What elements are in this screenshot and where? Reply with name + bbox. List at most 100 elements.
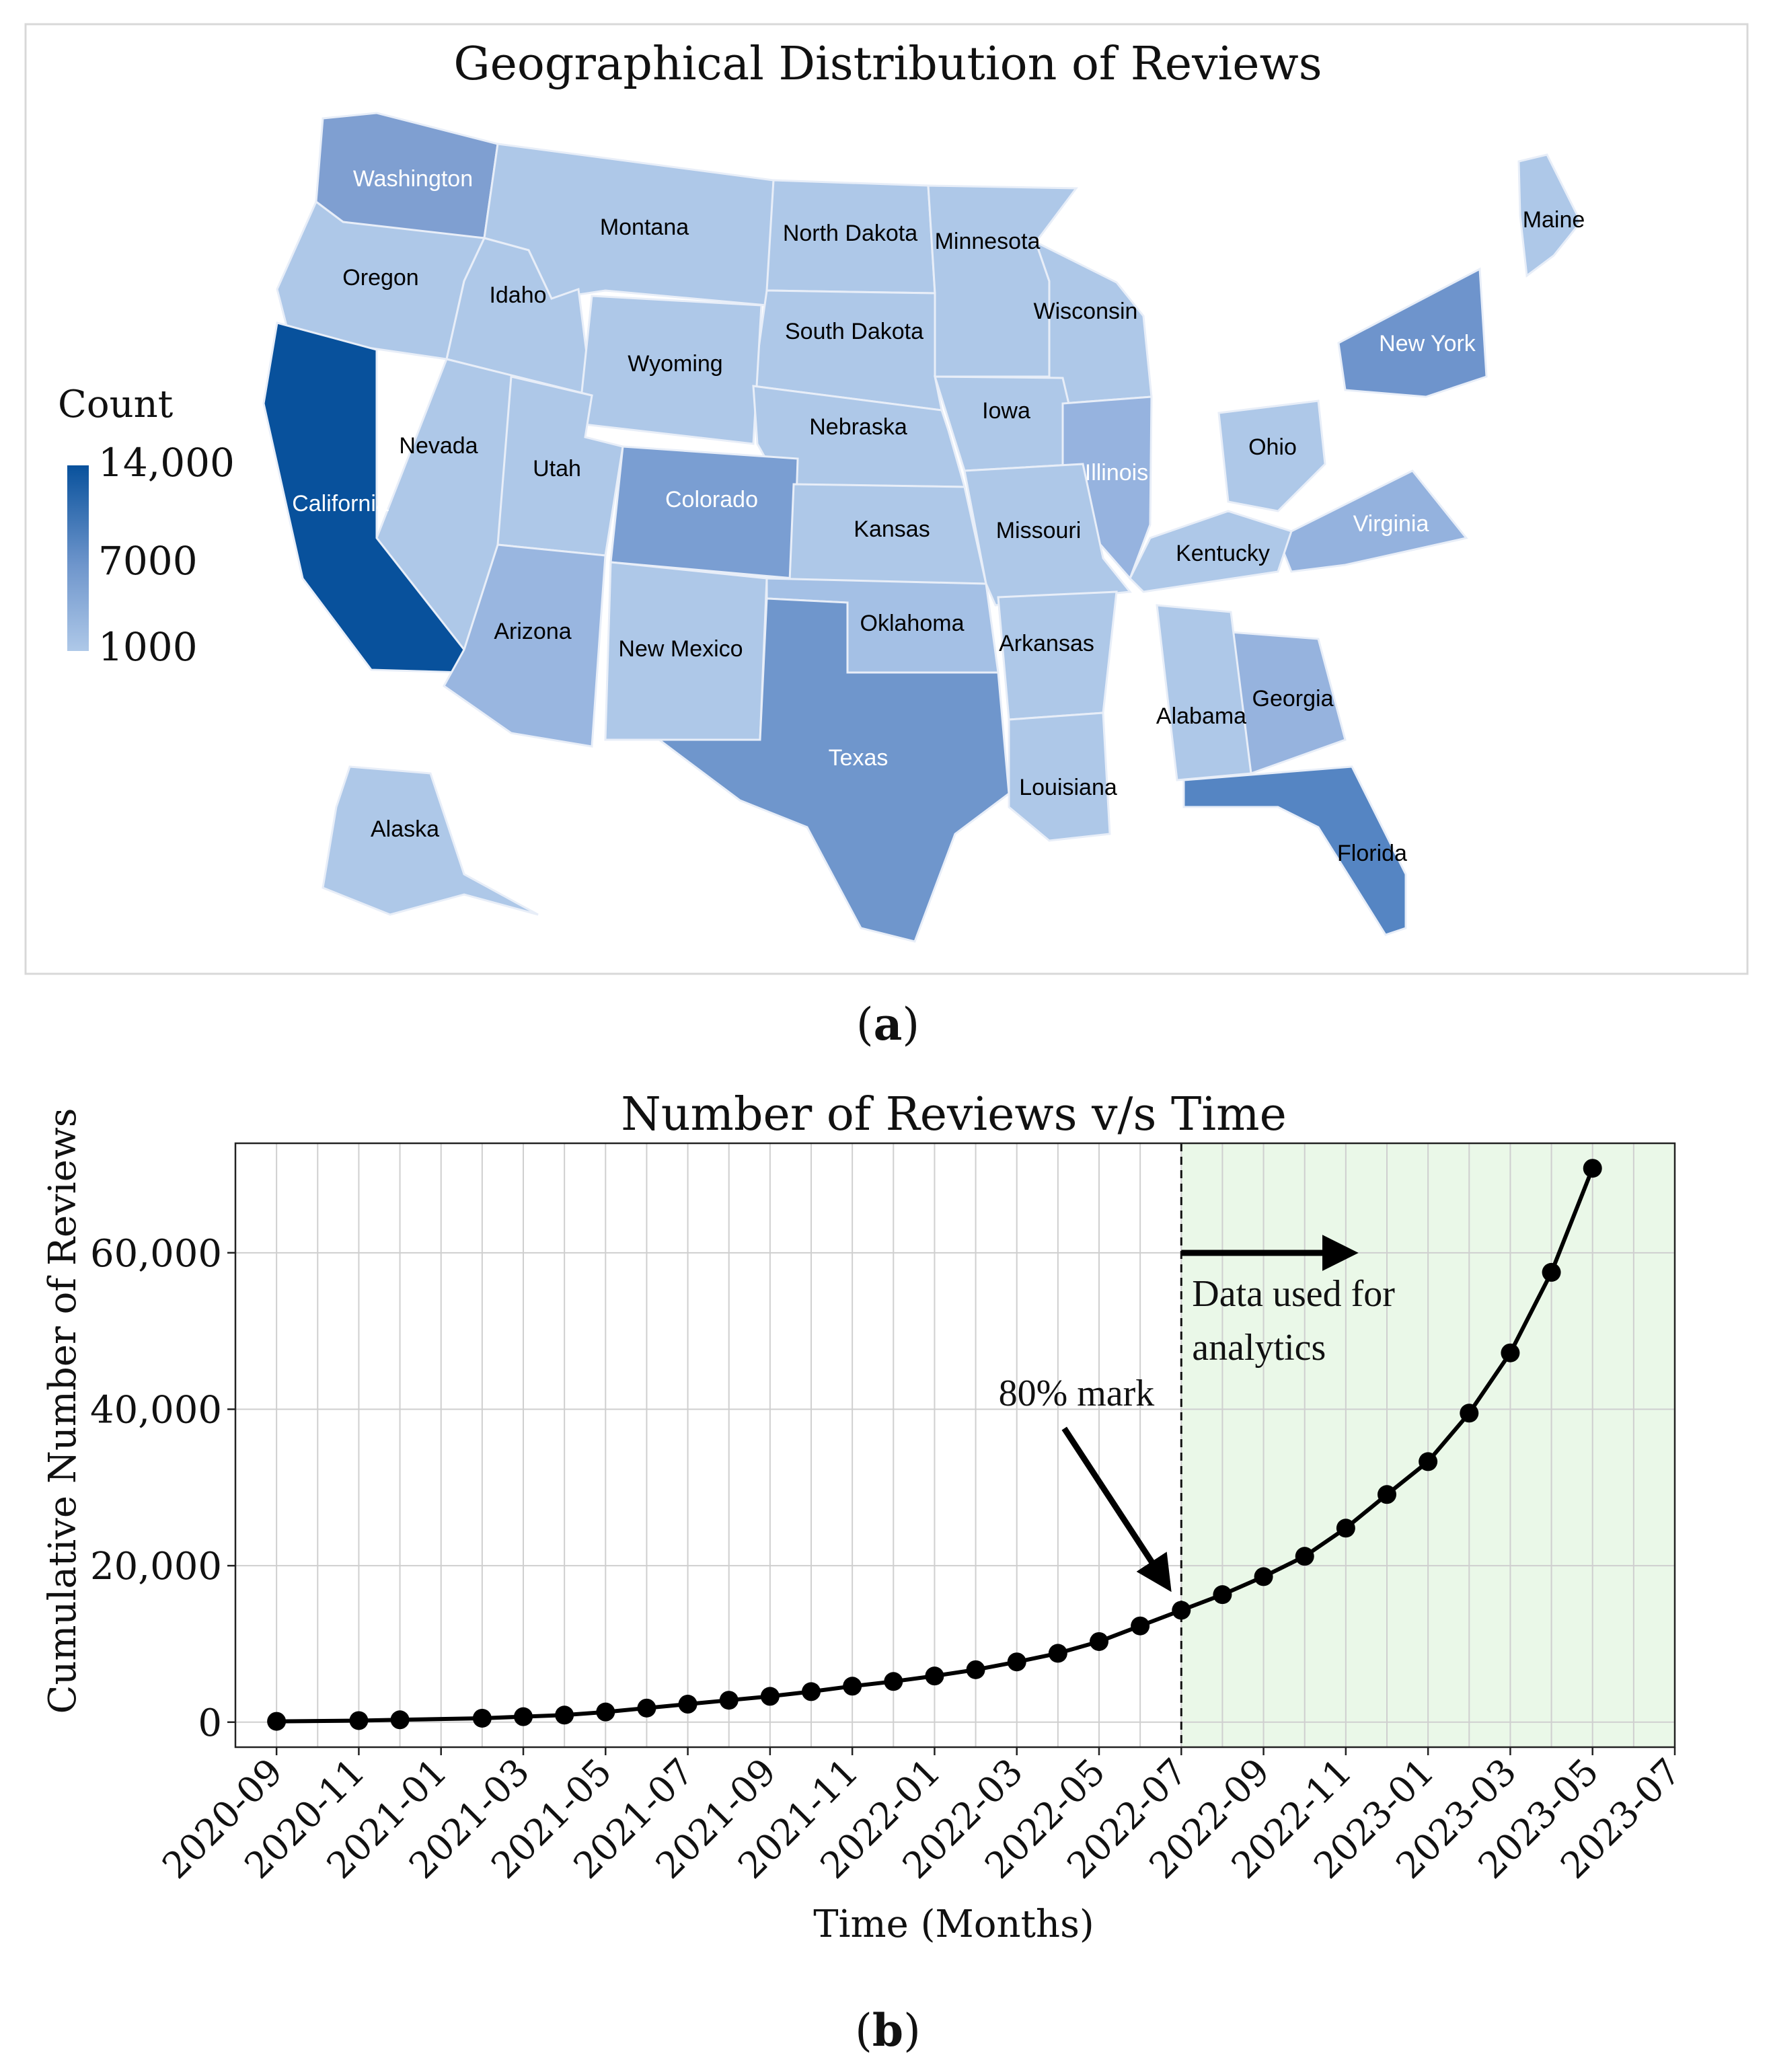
colorbar-tick-mid: 7000 bbox=[98, 538, 198, 584]
state-label-washington: Washington bbox=[353, 166, 473, 192]
state-label-north-dakota: North Dakota bbox=[783, 221, 917, 246]
caption-a: (a) bbox=[856, 998, 919, 1050]
data-point bbox=[267, 1712, 287, 1731]
state-label-new-mexico: New Mexico bbox=[618, 636, 743, 662]
data-point bbox=[1172, 1601, 1191, 1620]
data-point bbox=[925, 1666, 944, 1686]
series-cumulative-reviews bbox=[267, 1159, 1602, 1731]
data-point bbox=[472, 1708, 492, 1728]
state-idaho bbox=[445, 237, 593, 397]
y-tick-label: 0 bbox=[198, 1701, 222, 1745]
data-point bbox=[719, 1691, 739, 1710]
state-label-kansas: Kansas bbox=[854, 516, 930, 542]
state-alabama bbox=[1156, 604, 1252, 781]
chart-title: Number of Reviews v/s Time bbox=[621, 1088, 1287, 1141]
data-point bbox=[802, 1682, 821, 1701]
data-point bbox=[1419, 1452, 1438, 1471]
state-shapes bbox=[262, 112, 1582, 943]
state-label-california: California bbox=[292, 491, 389, 516]
data-point bbox=[678, 1695, 697, 1714]
y-tick-label: 40,000 bbox=[90, 1388, 222, 1432]
state-label-nevada: Nevada bbox=[399, 433, 478, 459]
map-title: Geographical Distribution of Reviews bbox=[453, 38, 1322, 91]
state-labels: Washington Oregon Montana Idaho North Dakota… bbox=[292, 166, 1585, 866]
state-label-new-york: New York bbox=[1379, 331, 1476, 356]
x-ticks: 2020-092020-112021-012021-032021-052021-… bbox=[154, 1747, 1689, 1887]
y-tick-label: 60,000 bbox=[90, 1232, 222, 1276]
colorbar-gradient bbox=[67, 465, 89, 651]
state-alaska bbox=[322, 765, 539, 916]
state-label-oregon: Oregon bbox=[342, 265, 418, 291]
state-label-texas: Texas bbox=[829, 745, 889, 771]
panel-a-map: Geographical Distribution of Reviews Cou… bbox=[24, 23, 1749, 1050]
state-label-georgia: Georgia bbox=[1252, 686, 1334, 712]
state-texas bbox=[656, 597, 1010, 943]
data-point bbox=[1007, 1652, 1026, 1672]
data-point bbox=[1213, 1585, 1232, 1605]
y-tick-label: 20,000 bbox=[90, 1545, 222, 1588]
state-florida bbox=[1182, 765, 1407, 936]
state-colorado bbox=[609, 445, 799, 580]
data-point bbox=[760, 1687, 780, 1706]
colorbar-tick-max: 14,000 bbox=[98, 440, 235, 486]
colorbar-title: Count bbox=[58, 383, 174, 426]
state-label-oklahoma: Oklahoma bbox=[860, 611, 965, 636]
data-point bbox=[884, 1672, 903, 1691]
state-louisiana bbox=[1008, 712, 1111, 842]
data-point bbox=[1254, 1567, 1273, 1586]
state-label-illinois: Illinois bbox=[1085, 460, 1148, 486]
mark-arrow bbox=[1061, 1426, 1172, 1593]
data-point bbox=[1460, 1404, 1479, 1423]
state-label-kentucky: Kentucky bbox=[1176, 541, 1270, 566]
plot-frame bbox=[234, 1142, 1676, 1749]
state-label-virginia: Virginia bbox=[1353, 511, 1429, 537]
state-label-missouri: Missouri bbox=[996, 518, 1082, 543]
state-label-ohio: Ohio bbox=[1248, 434, 1297, 460]
state-ohio bbox=[1217, 399, 1326, 512]
state-label-minnesota: Minnesota bbox=[935, 229, 1041, 254]
analytics-label-line1: Data used for bbox=[1192, 1273, 1395, 1315]
data-point bbox=[555, 1705, 574, 1725]
state-label-utah: Utah bbox=[533, 456, 581, 482]
data-point bbox=[596, 1702, 615, 1722]
state-label-idaho: Idaho bbox=[489, 282, 546, 308]
analytics-label-line2: analytics bbox=[1192, 1327, 1326, 1369]
state-label-alaska: Alaska bbox=[371, 816, 439, 842]
state-label-montana: Montana bbox=[600, 215, 689, 240]
x-axis-label: Time (Months) bbox=[813, 1903, 1094, 1946]
data-point bbox=[1583, 1159, 1602, 1178]
state-label-south-dakota: South Dakota bbox=[785, 319, 923, 344]
state-label-alabama: Alabama bbox=[1156, 703, 1246, 729]
state-virginia bbox=[1277, 469, 1468, 573]
data-point bbox=[514, 1707, 533, 1726]
data-point bbox=[1501, 1343, 1520, 1363]
state-new-york bbox=[1337, 267, 1488, 398]
colorbar-tick-min: 1000 bbox=[98, 624, 198, 670]
state-label-wyoming: Wyoming bbox=[628, 351, 722, 377]
state-wyoming bbox=[577, 295, 763, 445]
caption-b: (b) bbox=[855, 2004, 921, 2057]
state-kentucky bbox=[1129, 510, 1293, 593]
data-point bbox=[1336, 1519, 1355, 1538]
state-label-florida: Florida bbox=[1337, 841, 1407, 866]
data-point bbox=[349, 1711, 369, 1730]
mark-label: 80% mark bbox=[999, 1373, 1155, 1414]
y-ticks: 0 20,000 40,000 60,000 bbox=[90, 1232, 235, 1745]
data-point bbox=[1090, 1632, 1108, 1651]
data-point bbox=[1542, 1262, 1561, 1282]
state-label-arkansas: Arkansas bbox=[999, 631, 1094, 656]
state-arizona bbox=[443, 543, 607, 748]
data-point bbox=[1048, 1644, 1067, 1663]
data-point bbox=[966, 1660, 985, 1679]
state-label-colorado: Colorado bbox=[665, 487, 758, 512]
data-point bbox=[843, 1677, 862, 1696]
state-label-maine: Maine bbox=[1523, 207, 1585, 233]
state-label-wisconsin: Wisconsin bbox=[1034, 299, 1138, 324]
state-maine bbox=[1517, 153, 1582, 278]
panel-b-line-chart: Number of Reviews v/s Time Cumulative Nu… bbox=[41, 1088, 1689, 2057]
state-label-nebraska: Nebraska bbox=[809, 414, 907, 440]
colorbar: Count 14,000 7000 1000 bbox=[58, 383, 235, 670]
data-point bbox=[1295, 1547, 1314, 1566]
data-point bbox=[637, 1698, 656, 1718]
annotations: Data used for analytics 80% mark bbox=[999, 1143, 1395, 1747]
